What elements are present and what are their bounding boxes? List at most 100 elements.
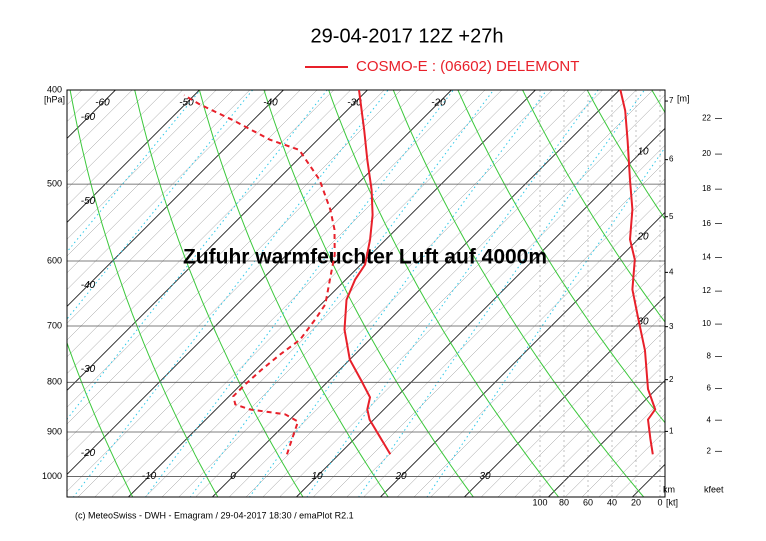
chart-title: 29-04-2017 12Z +27h — [311, 25, 504, 47]
isotherm-minor — [245, 90, 654, 497]
isotherm-minor — [531, 363, 665, 497]
isotherm-minor — [67, 90, 267, 290]
km-tick-label: 6 — [669, 155, 674, 164]
kfeet-tick-label: 20 — [702, 149, 711, 158]
kfeet-label: kfeet — [704, 484, 724, 494]
isotherm-minor — [565, 396, 665, 497]
isotherm — [67, 90, 284, 308]
mixing-ratio-line — [248, 90, 548, 497]
speed-tick-label: 0 — [657, 497, 662, 507]
temperature-label: 0 — [230, 471, 236, 482]
isotherm-minor — [67, 90, 385, 408]
isotherm — [67, 90, 452, 476]
kfeet-tick-label: 22 — [702, 114, 711, 123]
speed-tick-label: 80 — [559, 497, 569, 507]
speed-tick-label: 100 — [532, 497, 547, 507]
isotherm — [67, 90, 368, 392]
temperature-label: -50 — [81, 196, 96, 207]
speed-tick-label: 20 — [631, 497, 641, 507]
speed-tick-label: 40 — [607, 497, 617, 507]
isotherm-minor — [313, 144, 665, 497]
isotherm-minor — [481, 312, 665, 497]
isotherm-minor — [67, 90, 251, 274]
temperature-label: -30 — [347, 98, 362, 109]
isotherm-minor — [161, 90, 570, 497]
speed-unit: [kt] — [666, 497, 678, 507]
km-tick-label: 5 — [669, 212, 674, 221]
height-unit: [m] — [677, 93, 690, 103]
isotherm-minor — [67, 90, 150, 173]
dry-adiabat — [457, 90, 665, 424]
isotherm-minor — [67, 90, 217, 240]
y-tick-label: 400 — [47, 84, 62, 94]
dry-adiabat — [586, 90, 665, 220]
dry-adiabat — [263, 90, 475, 497]
temperature-label: -40 — [263, 98, 278, 109]
km-label: km — [663, 484, 675, 494]
y-tick-label: 700 — [47, 320, 62, 330]
mixing-ratio-line — [426, 146, 665, 497]
isotherm-minor — [67, 90, 234, 257]
isotach-label: 30 — [637, 317, 649, 328]
dry-adiabat — [134, 90, 304, 497]
annotation: Zufuhr warmfeuchter Luft auf 4000m — [183, 246, 547, 269]
isotherm-minor — [67, 90, 351, 374]
isotherm-minor — [514, 346, 665, 497]
temperature-label: -50 — [179, 98, 194, 109]
isotherm-minor — [67, 90, 419, 442]
isotherm — [128, 90, 536, 497]
isotherm-minor — [111, 90, 519, 497]
mixing-ratio-line — [306, 90, 599, 497]
isotherm-minor — [67, 90, 402, 425]
temperature-label: 20 — [394, 471, 407, 482]
kfeet-tick-label: 6 — [707, 384, 712, 393]
kfeet-tick-label: 12 — [702, 286, 711, 295]
dry-adiabat — [69, 90, 219, 497]
isotherm-minor — [413, 245, 665, 497]
kfeet-tick-label: 4 — [707, 415, 712, 424]
mixing-ratio-line — [67, 90, 328, 420]
mixing-ratio-line — [72, 90, 389, 497]
km-tick-label: 7 — [669, 96, 674, 105]
temperature-label: -60 — [81, 112, 96, 123]
isotherm-minor — [67, 90, 183, 206]
mixing-ratio-line — [67, 90, 253, 320]
isotherm-minor — [67, 90, 167, 190]
temperature-label: -40 — [81, 280, 96, 291]
wind-speed-curve — [619, 89, 657, 455]
isotherm-minor — [346, 178, 665, 497]
y-tick-label: 1000 — [42, 471, 62, 481]
km-tick-label: 1 — [669, 427, 674, 436]
kfeet-tick-label: 10 — [702, 319, 711, 328]
isotherm-minor — [67, 90, 469, 492]
km-tick-label: 2 — [669, 375, 674, 384]
km-tick-label: 3 — [669, 322, 674, 331]
isotherm-minor — [229, 90, 637, 497]
isotach-label: 10 — [637, 147, 649, 158]
km-tick-label: 4 — [669, 267, 674, 276]
dewpoint-curve — [183, 94, 336, 455]
temperature-label: 10 — [311, 471, 323, 482]
temperature-label: -10 — [142, 471, 157, 482]
isotherm — [380, 211, 665, 497]
isotherm-minor — [329, 161, 665, 497]
isotherm-minor — [363, 195, 665, 497]
diagram-lines — [67, 90, 665, 497]
isotherm-minor — [67, 90, 301, 324]
isotherm — [212, 90, 620, 497]
isotherm-minor — [447, 279, 665, 497]
isotherm-minor — [67, 90, 335, 358]
kfeet-tick-label: 14 — [702, 253, 711, 262]
isotherm-minor — [94, 90, 503, 497]
isotherm-minor — [178, 90, 587, 497]
legend-label: COSMO-E : (06602) DELEMONT — [356, 58, 579, 75]
isotherm-minor — [430, 262, 665, 497]
kfeet-tick-label: 2 — [707, 446, 712, 455]
temperature-label: -30 — [81, 364, 96, 375]
dry-adiabat — [198, 90, 389, 497]
isotherm — [67, 90, 200, 224]
dry-adiabat — [392, 90, 645, 497]
isotherm-minor — [397, 228, 665, 497]
isotherm-minor — [497, 329, 665, 497]
